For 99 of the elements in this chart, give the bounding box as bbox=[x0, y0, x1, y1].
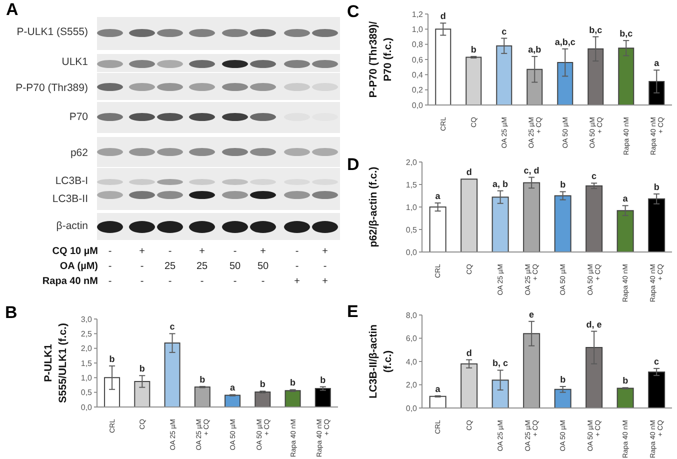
data-label: b bbox=[260, 379, 266, 390]
text: 50 bbox=[229, 260, 241, 273]
data-label: c bbox=[170, 322, 175, 332]
text: + bbox=[260, 245, 266, 258]
text: P70 bbox=[69, 111, 88, 124]
data-label: a,b bbox=[528, 44, 542, 54]
text: LC3B-II bbox=[52, 193, 88, 206]
data-label: b bbox=[622, 376, 629, 386]
y-tick-label: 2,5 bbox=[80, 330, 93, 339]
y-axis-title: LC3B-II/β-actin (f.c.) bbox=[367, 324, 394, 399]
data-label: c bbox=[654, 356, 660, 366]
data-label: e bbox=[529, 309, 534, 320]
data-label: a,b,c bbox=[554, 36, 576, 47]
chart-title: B bbox=[5, 303, 18, 323]
y-tick-label: 0,0 bbox=[80, 402, 93, 412]
data-label: a bbox=[435, 384, 442, 394]
y-tick-label: 1,0 bbox=[80, 374, 93, 383]
text: P-P70 (Thr389) bbox=[16, 82, 88, 95]
data-label: b bbox=[139, 364, 146, 374]
text: + bbox=[322, 245, 328, 258]
data-label: c bbox=[592, 171, 597, 182]
text: + bbox=[199, 245, 205, 258]
y-axis-title: P-ULK1 S555/ULK1 (f.c.) bbox=[42, 323, 70, 403]
chart-title: E bbox=[347, 302, 358, 322]
data-label: b,c bbox=[589, 24, 602, 35]
y-tick-label: 1,0 bbox=[412, 25, 424, 34]
y-axis-title: P-P70 (Thr389)/ P70 (f.c.) bbox=[367, 21, 394, 98]
y-tick-label: 0,5 bbox=[406, 225, 418, 234]
y-tick-label: 0,0 bbox=[406, 248, 418, 257]
text: 25 bbox=[164, 260, 176, 273]
text: 25 bbox=[196, 260, 208, 273]
data-label: a bbox=[654, 58, 660, 68]
chart-title: D bbox=[347, 155, 360, 175]
y-tick-label: 8,0 bbox=[406, 310, 418, 320]
text: - bbox=[233, 245, 237, 258]
text: LC3B-I bbox=[55, 175, 88, 188]
text: - bbox=[261, 275, 265, 288]
data-label: b bbox=[290, 378, 296, 388]
y-tick-label: 0,6 bbox=[412, 55, 424, 64]
text: - bbox=[168, 275, 172, 288]
data-label: c, d bbox=[524, 165, 540, 176]
y-axis-title: p62/β-actin (f.c.) bbox=[368, 166, 380, 248]
text: 50 bbox=[257, 260, 269, 273]
data-label: b bbox=[560, 374, 566, 384]
data-label: b bbox=[320, 374, 326, 385]
data-label: c bbox=[502, 26, 507, 36]
text: - bbox=[295, 260, 299, 273]
data-label: d bbox=[466, 167, 472, 178]
y-tick-label: 0,0 bbox=[412, 100, 424, 110]
text: + bbox=[294, 275, 300, 288]
text: - bbox=[108, 245, 112, 258]
data-label: b bbox=[470, 44, 477, 54]
text: - bbox=[295, 245, 299, 258]
data-label: b,c bbox=[620, 28, 633, 39]
data-label: d bbox=[466, 348, 472, 358]
text: P-ULK1 (S555) bbox=[16, 26, 88, 39]
text: OA (µM) bbox=[60, 260, 98, 273]
y-tick-label: 1,5 bbox=[406, 180, 418, 190]
data-label: a bbox=[622, 194, 629, 204]
y-tick-label: 6,0 bbox=[406, 334, 418, 344]
data-label: b bbox=[654, 182, 660, 192]
y-tick-label: 0,5 bbox=[80, 388, 93, 398]
text: - bbox=[108, 260, 112, 273]
data-label: a bbox=[230, 382, 236, 393]
y-tick-label: 0,4 bbox=[412, 70, 424, 80]
y-tick-label: 3,0 bbox=[80, 314, 93, 324]
data-label: b bbox=[109, 354, 116, 364]
y-tick-label: 1,2 bbox=[412, 10, 424, 19]
text: - bbox=[233, 275, 237, 288]
data-label: a, b bbox=[492, 178, 509, 189]
text: + bbox=[139, 245, 145, 258]
y-tick-label: 0,8 bbox=[412, 40, 424, 50]
text: A bbox=[6, 0, 18, 20]
y-tick-label: 2,0 bbox=[406, 158, 418, 167]
data-label: b, c bbox=[492, 358, 508, 368]
text: - bbox=[140, 260, 144, 273]
y-tick-label: 0,2 bbox=[412, 86, 424, 95]
text: β-actin bbox=[56, 220, 88, 233]
text: + bbox=[322, 275, 328, 288]
text: - bbox=[323, 260, 327, 273]
data-label: d bbox=[440, 11, 446, 22]
data-label: b bbox=[200, 374, 206, 384]
text: CQ 10 µM bbox=[52, 245, 98, 258]
data-label: b bbox=[560, 180, 566, 190]
text: - bbox=[168, 245, 172, 258]
text: - bbox=[200, 275, 204, 288]
y-tick-label: 0,0 bbox=[406, 404, 418, 413]
text: - bbox=[140, 275, 144, 288]
text: - bbox=[108, 275, 112, 288]
data-label: a bbox=[435, 190, 442, 201]
y-tick-label: 2,0 bbox=[80, 344, 93, 354]
text: ULK1 bbox=[62, 56, 88, 69]
y-tick-label: 4,0 bbox=[406, 357, 418, 366]
data-label: d, e bbox=[586, 319, 602, 330]
chart-title: C bbox=[347, 2, 360, 22]
y-tick-label: 1,5 bbox=[80, 358, 93, 368]
text: p62 bbox=[70, 147, 88, 160]
y-tick-label: 1,0 bbox=[406, 202, 418, 212]
y-tick-label: 2,0 bbox=[406, 380, 418, 390]
